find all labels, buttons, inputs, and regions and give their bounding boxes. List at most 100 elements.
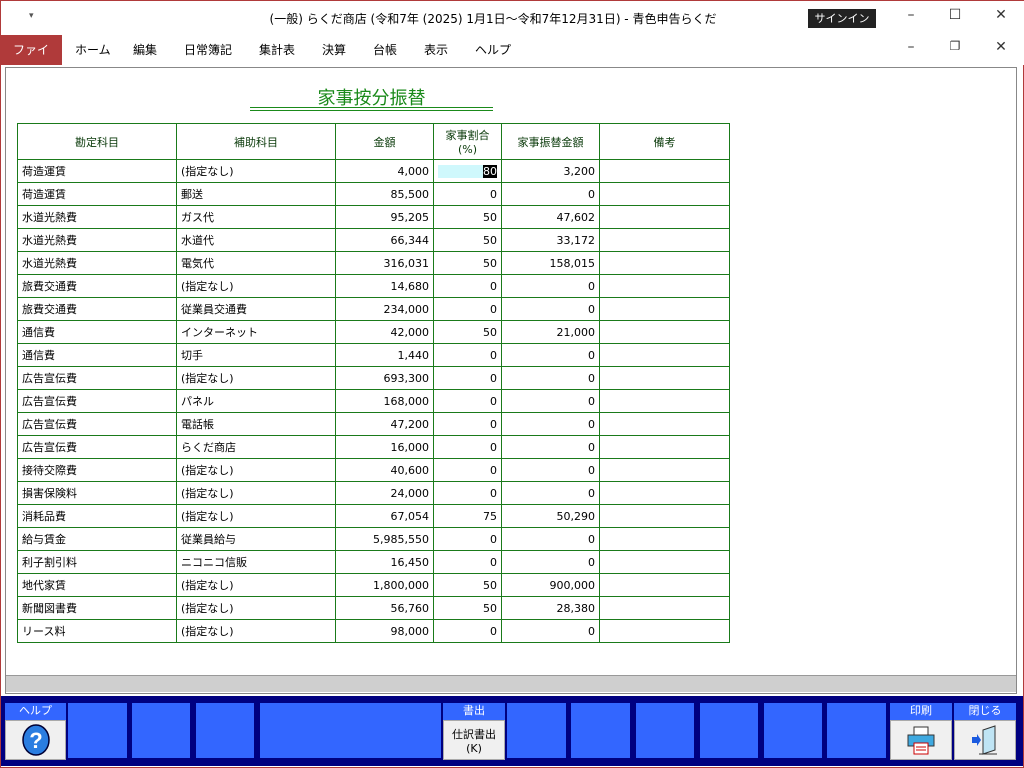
transfer-amount-cell: 0 bbox=[501, 343, 600, 367]
transfer-amount-cell: 0 bbox=[501, 435, 600, 459]
note-cell[interactable] bbox=[599, 619, 730, 643]
ratio-cell[interactable]: 0 bbox=[433, 619, 502, 643]
note-cell[interactable] bbox=[599, 320, 730, 344]
account-cell: 利子割引料 bbox=[17, 550, 177, 574]
question-icon: ? bbox=[21, 724, 50, 756]
horizontal-scrollbar[interactable] bbox=[6, 675, 1016, 692]
ratio-cell[interactable]: 75 bbox=[433, 504, 502, 528]
ratio-cell[interactable]: 0 bbox=[433, 550, 502, 574]
close-icon[interactable]: ✕ bbox=[995, 7, 1007, 23]
table-row: 利子割引料 ニコニコ信販 16,450 0 0 bbox=[17, 550, 730, 574]
minimize-icon[interactable]: – bbox=[907, 7, 915, 23]
doc-restore-icon[interactable]: ❐ bbox=[949, 39, 961, 53]
print-button[interactable] bbox=[890, 720, 952, 760]
note-cell[interactable] bbox=[599, 389, 730, 413]
close-label: 閉じる bbox=[968, 704, 1002, 717]
close-button[interactable] bbox=[954, 720, 1016, 760]
menu-daily[interactable]: 日常簿記 bbox=[184, 43, 233, 57]
journal-export-button[interactable]: 仕訳書出 (K) bbox=[443, 720, 505, 760]
fkey-help[interactable]: ヘルプ ? bbox=[5, 703, 66, 760]
note-cell[interactable] bbox=[599, 274, 730, 298]
account-cell: 広告宣伝費 bbox=[17, 389, 177, 413]
account-cell: 水道光熱費 bbox=[17, 251, 177, 275]
note-cell[interactable] bbox=[599, 182, 730, 206]
ratio-cell[interactable]: 0 bbox=[433, 527, 502, 551]
note-cell[interactable] bbox=[599, 228, 730, 252]
amount-cell: 1,800,000 bbox=[335, 573, 434, 597]
note-cell[interactable] bbox=[599, 343, 730, 367]
account-cell: 水道光熱費 bbox=[17, 205, 177, 229]
note-cell[interactable] bbox=[599, 412, 730, 436]
help-button[interactable]: ? bbox=[5, 720, 66, 760]
maximize-icon[interactable]: ☐ bbox=[948, 7, 962, 23]
transfer-amount-cell: 0 bbox=[501, 297, 600, 321]
note-cell[interactable] bbox=[599, 251, 730, 275]
menu-edit[interactable]: 編集 bbox=[133, 43, 158, 57]
ratio-cell[interactable]: 0 bbox=[433, 481, 502, 505]
menu-bar: ファイル ホーム 編集 日常簿記 集計表 決算 台帳 表示 ヘルプ – ❐ ✕ bbox=[1, 35, 1024, 87]
note-cell[interactable] bbox=[599, 458, 730, 482]
sub-account-cell: ニコニコ信販 bbox=[176, 550, 336, 574]
table-row: 水道光熱費 ガス代 95,205 50 47,602 bbox=[17, 205, 730, 229]
account-cell: 損害保険料 bbox=[17, 481, 177, 505]
ratio-cell[interactable]: 80 bbox=[433, 159, 502, 183]
ratio-cell[interactable]: 50 bbox=[433, 251, 502, 275]
ratio-cell[interactable]: 50 bbox=[433, 205, 502, 229]
ratio-cell[interactable]: 0 bbox=[433, 297, 502, 321]
ratio-cell[interactable]: 0 bbox=[433, 458, 502, 482]
table-row: 損害保険料 (指定なし) 24,000 0 0 bbox=[17, 481, 730, 505]
sub-account-cell: インターネット bbox=[176, 320, 336, 344]
note-cell[interactable] bbox=[599, 481, 730, 505]
ratio-cell[interactable]: 50 bbox=[433, 320, 502, 344]
ratio-cell[interactable]: 0 bbox=[433, 366, 502, 390]
note-cell[interactable] bbox=[599, 596, 730, 620]
menu-view[interactable]: 表示 bbox=[424, 43, 449, 57]
menu-summary[interactable]: 集計表 bbox=[259, 43, 296, 57]
fkey-export[interactable]: 書出 仕訳書出 (K) bbox=[443, 703, 505, 760]
fkey-empty bbox=[571, 703, 630, 758]
account-cell: 広告宣伝費 bbox=[17, 412, 177, 436]
ratio-cell[interactable]: 0 bbox=[433, 412, 502, 436]
table-row: 荷造運賃 郵送 85,500 0 0 bbox=[17, 182, 730, 206]
amount-cell: 4,000 bbox=[335, 159, 434, 183]
transfer-amount-cell: 47,602 bbox=[501, 205, 600, 229]
amount-cell: 14,680 bbox=[335, 274, 434, 298]
table-row: 荷造運賃 (指定なし) 4,000 80 3,200 bbox=[17, 159, 730, 183]
fkey-print[interactable]: 印刷 bbox=[890, 703, 952, 760]
signin-button[interactable]: サインイン bbox=[808, 9, 876, 28]
note-cell[interactable] bbox=[599, 205, 730, 229]
ratio-cell[interactable]: 50 bbox=[433, 596, 502, 620]
account-cell: 旅費交通費 bbox=[17, 274, 177, 298]
menu-file[interactable]: ファイル bbox=[1, 35, 62, 87]
note-cell[interactable] bbox=[599, 573, 730, 597]
ratio-cell[interactable]: 50 bbox=[433, 228, 502, 252]
amount-cell: 693,300 bbox=[335, 366, 434, 390]
ratio-cell[interactable]: 0 bbox=[433, 274, 502, 298]
doc-minimize-icon[interactable]: – bbox=[907, 39, 915, 55]
doc-close-icon[interactable]: ✕ bbox=[995, 39, 1007, 55]
ratio-input-selected[interactable]: 80 bbox=[483, 164, 497, 178]
note-cell[interactable] bbox=[599, 504, 730, 528]
menu-home[interactable]: ホーム bbox=[75, 43, 111, 57]
ratio-cell[interactable]: 0 bbox=[433, 389, 502, 413]
note-cell[interactable] bbox=[599, 550, 730, 574]
menu-settlement[interactable]: 決算 bbox=[322, 43, 347, 57]
window-title: (一般) らくだ商店 (令和7年 (2025) 1月1日～令和7年12月31日)… bbox=[269, 12, 717, 26]
menu-help[interactable]: ヘルプ bbox=[475, 43, 512, 57]
note-cell[interactable] bbox=[599, 527, 730, 551]
amount-cell: 47,200 bbox=[335, 412, 434, 436]
ratio-cell[interactable]: 0 bbox=[433, 435, 502, 459]
fkey-close[interactable]: 閉じる bbox=[954, 703, 1016, 760]
menu-ledger[interactable]: 台帳 bbox=[373, 43, 398, 57]
note-cell[interactable] bbox=[599, 435, 730, 459]
ratio-cell[interactable]: 0 bbox=[433, 343, 502, 367]
transfer-amount-cell: 0 bbox=[501, 182, 600, 206]
note-cell[interactable] bbox=[599, 297, 730, 321]
ratio-cell[interactable]: 0 bbox=[433, 182, 502, 206]
ratio-cell[interactable]: 50 bbox=[433, 573, 502, 597]
note-cell[interactable] bbox=[599, 366, 730, 390]
note-cell[interactable] bbox=[599, 159, 730, 183]
amount-cell: 234,000 bbox=[335, 297, 434, 321]
sub-account-cell: 郵送 bbox=[176, 182, 336, 206]
quick-access-icon[interactable]: ▾ bbox=[29, 11, 34, 21]
